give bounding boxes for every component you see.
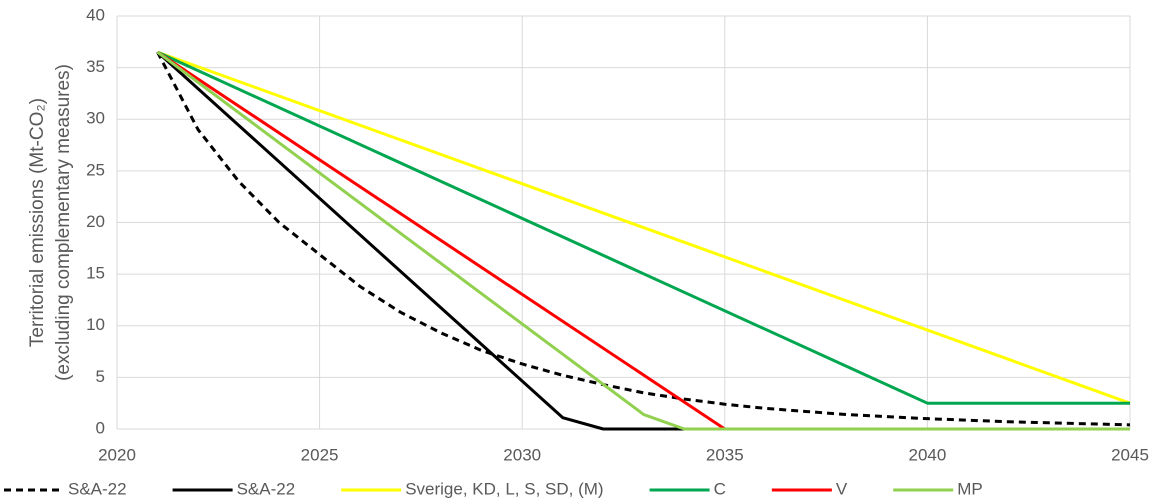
- y-tick-label: 15: [86, 264, 105, 283]
- series-line: [156, 50, 1130, 431]
- y-axis-label: (excluding complementary measures): [53, 64, 74, 381]
- legend-label: S&A-22: [237, 479, 296, 498]
- y-tick-label: 0: [96, 418, 105, 437]
- y-tick-label: 35: [86, 57, 105, 76]
- series-line: [157, 50, 1131, 405]
- y-tick-label: 25: [86, 160, 105, 179]
- legend-label: Sverige, KD, L, S, SD, (M): [405, 479, 603, 498]
- y-axis-label: Territorial emissions (Mt-CO₂): [27, 98, 48, 347]
- series-line: [156, 51, 1131, 427]
- y-tick-label: 40: [86, 5, 105, 24]
- legend-label: S&A-22: [68, 479, 127, 498]
- y-tick-label: 5: [96, 367, 105, 386]
- legend-label: MP: [957, 479, 983, 498]
- x-tick-label: 2035: [706, 445, 744, 464]
- legend-label: C: [714, 479, 726, 498]
- x-tick-label: 2040: [908, 445, 946, 464]
- legend-label: V: [836, 479, 848, 498]
- y-tick-label: 10: [86, 315, 105, 334]
- y-tick-label: 30: [86, 109, 105, 128]
- x-tick-label: 2045: [1111, 445, 1149, 464]
- x-tick-label: 2030: [503, 445, 541, 464]
- x-tick-label: 2025: [301, 445, 339, 464]
- y-tick-label: 20: [86, 212, 105, 231]
- series-line: [156, 50, 1130, 405]
- x-tick-label: 2020: [98, 445, 136, 464]
